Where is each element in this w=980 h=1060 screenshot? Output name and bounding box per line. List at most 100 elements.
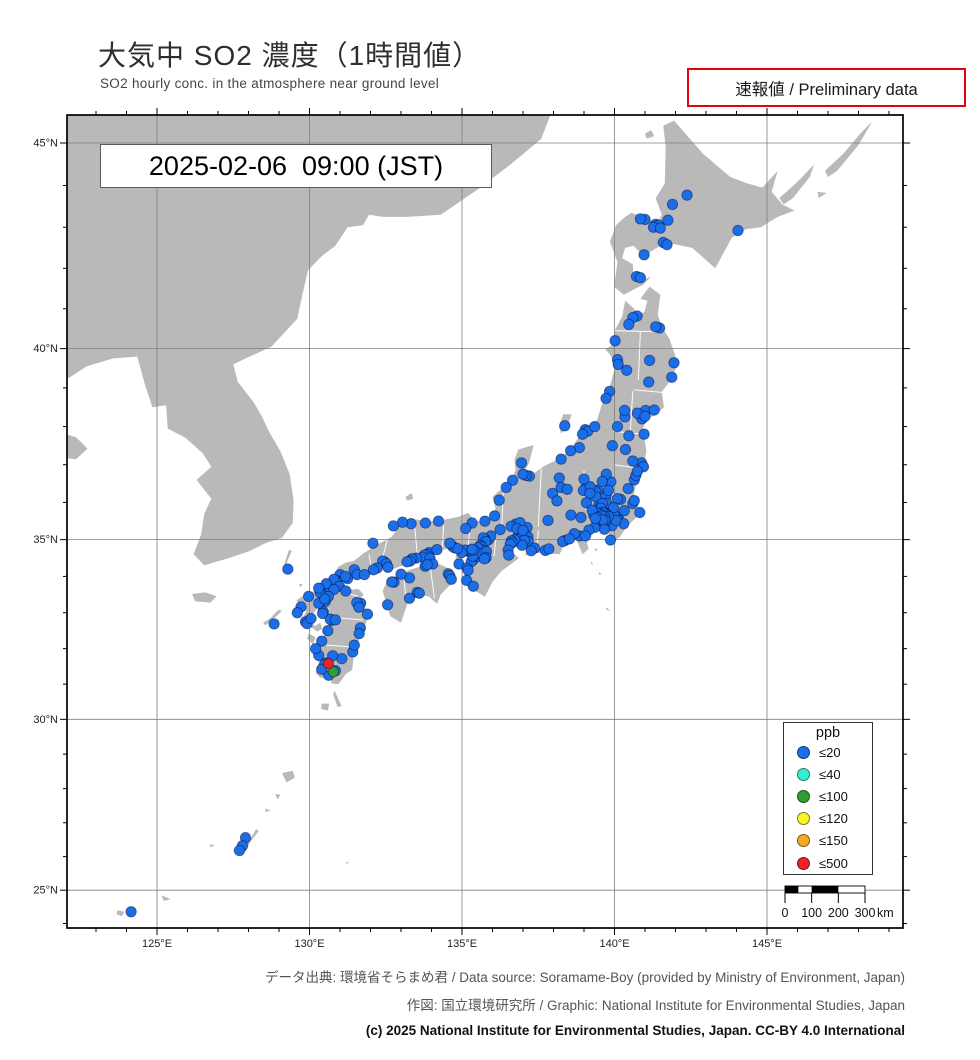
station-dot-le100	[327, 666, 339, 678]
footer-data-source: データ出典: 環境省そらまめ君 / Data source: Soramame-…	[265, 970, 905, 985]
legend-item: ≤100	[784, 785, 872, 807]
station-dot-le20	[638, 428, 650, 440]
station-dot-le20	[291, 607, 303, 619]
prefecture-border	[537, 468, 542, 527]
coastline-kume	[210, 843, 215, 848]
station-dot-le20	[503, 549, 515, 561]
station-dot-le20	[478, 553, 490, 565]
scale-bar-label: 300	[855, 906, 876, 920]
station-dot-le20	[580, 497, 593, 509]
prefecture-border	[429, 565, 435, 599]
station-dot-le20	[621, 364, 633, 376]
scale-bar-unit: km	[877, 906, 894, 920]
station-dot-le20	[479, 515, 491, 527]
station-dot-le20	[639, 410, 651, 422]
station-dot-le20	[650, 321, 662, 333]
coastline-kunashiri	[779, 164, 815, 205]
station-dot-le20	[643, 354, 656, 367]
station-dot-le20	[666, 371, 678, 383]
station-dot-le20	[634, 506, 646, 519]
lat-axis-label: 30°N	[33, 714, 58, 726]
legend-item: ≤40	[784, 763, 872, 785]
legend-item: ≤120	[784, 808, 872, 830]
station-dot-le20	[602, 484, 615, 497]
station-dot-le20	[339, 570, 352, 583]
station-dot-le20	[732, 224, 744, 237]
station-dot-le20	[313, 582, 325, 594]
lon-axis-label: 145°E	[752, 938, 782, 950]
prefecture-border	[637, 331, 641, 381]
station-dot-le20	[661, 238, 673, 251]
legend-item: ≤150	[784, 830, 872, 852]
legend-dot-le120-icon	[797, 812, 810, 826]
station-dot-le20	[604, 534, 617, 546]
station-dot-le20	[367, 537, 379, 549]
footer-graphic-credit: 作図: 国立環境研究所 / Graphic: National Institut…	[406, 998, 905, 1013]
station-dot-le20	[666, 198, 679, 211]
station-dot-le20	[662, 214, 674, 226]
station-dot-le20	[506, 474, 519, 486]
station-dot-le20	[618, 505, 630, 517]
station-dot-le20	[358, 568, 371, 581]
station-dot-le20	[387, 520, 400, 532]
station-dot-le20	[466, 543, 478, 555]
station-dot-le20	[553, 472, 565, 484]
station-dot-le20	[623, 318, 635, 331]
page-subtitle: SO2 hourly conc. in the atmosphere near …	[100, 76, 440, 91]
station-dot-le20	[575, 511, 587, 524]
station-dots-layer	[125, 189, 744, 918]
station-dot-le20	[367, 564, 380, 576]
scale-bar-label: 100	[801, 906, 822, 920]
coastline-niijima	[590, 561, 594, 565]
prefecture-border	[629, 390, 634, 431]
station-dot-le20	[386, 576, 398, 588]
lon-axis-label: 125°E	[142, 938, 172, 950]
coastline-shikotan	[817, 191, 827, 199]
prefecture-border	[326, 644, 353, 648]
lat-axis-label: 40°N	[33, 343, 58, 355]
scale-bar: 0 100 200 300 km	[782, 885, 894, 920]
station-dot-le20	[622, 482, 634, 495]
station-dot-le20	[618, 404, 631, 417]
coastline-continent	[67, 115, 551, 566]
legend-dot-le20-icon	[797, 745, 810, 759]
lat-axis-label: 35°N	[33, 534, 58, 546]
lat-axis-label: 45°N	[33, 138, 58, 150]
station-dot-le20	[611, 420, 624, 433]
station-dot-le20	[543, 543, 555, 555]
station-dot-le20	[381, 599, 394, 611]
coastline-izu_oshima	[594, 547, 598, 552]
coastline-hokkaido	[609, 120, 795, 295]
coastline-miyakejima	[598, 572, 602, 575]
station-dot-le20	[340, 585, 352, 597]
coastline-rishiri	[645, 130, 655, 139]
station-dot-le20	[382, 561, 394, 573]
station-dot-le20	[268, 618, 280, 630]
legend-dot-le40-icon	[797, 767, 810, 781]
station-dot-le20	[596, 475, 608, 488]
station-dot-le20	[413, 587, 425, 599]
station-dot-le20	[619, 443, 632, 456]
station-dot-le20	[233, 844, 246, 857]
coastline-tanegashima	[333, 690, 342, 708]
station-dot-le20	[361, 608, 374, 620]
station-dot-le20	[579, 530, 592, 542]
scale-bar-label: 0	[782, 906, 789, 920]
station-dot-le20	[322, 625, 334, 637]
station-dot-le20	[494, 523, 506, 536]
coastline-iriomote	[116, 910, 125, 917]
legend-dot-le100-icon	[797, 789, 810, 803]
station-dot-le20	[467, 580, 479, 592]
coastline-oki	[405, 493, 414, 501]
legend-title: ppb	[815, 725, 841, 741]
station-dot-le20	[561, 483, 573, 495]
coastline-iturup	[825, 121, 873, 177]
coastline-goto	[263, 609, 282, 626]
station-dot-le20	[125, 906, 137, 918]
coastline-hachijojima	[606, 607, 610, 611]
station-dot-le20	[668, 357, 680, 369]
station-dot-le500	[322, 657, 335, 670]
station-dot-le20	[598, 523, 611, 535]
station-dot-le20	[609, 335, 621, 347]
